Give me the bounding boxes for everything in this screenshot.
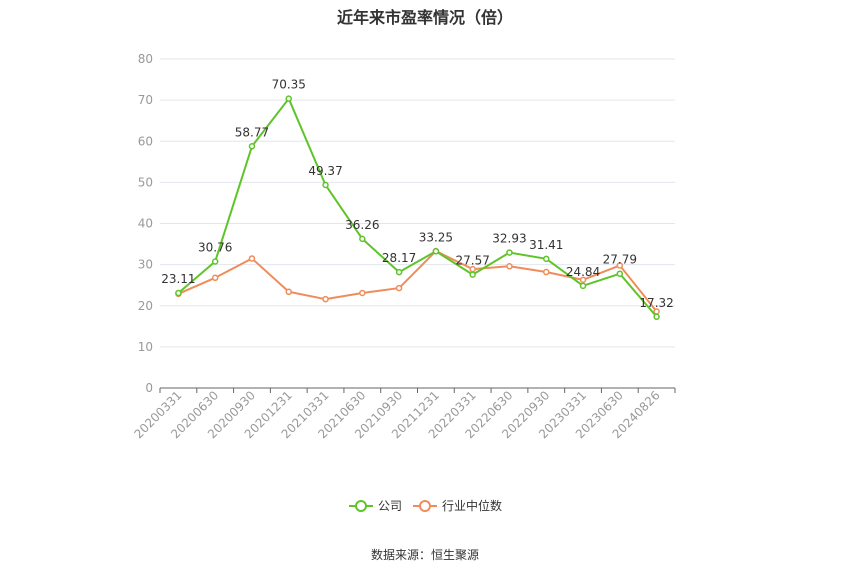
data-label: 31.41	[529, 238, 563, 252]
data-label: 24.84	[566, 265, 600, 279]
data-point	[395, 268, 403, 276]
data-point	[543, 255, 550, 263]
data-point	[579, 282, 587, 290]
chart-title: 近年来市盈率情况（倍）	[336, 8, 513, 27]
data-point	[432, 248, 440, 255]
y-tick-label: 80	[138, 52, 153, 66]
legend-marker	[355, 500, 367, 512]
data-point	[175, 289, 182, 297]
data-point	[248, 255, 256, 262]
data-point	[322, 295, 329, 303]
data-label: 32.93	[492, 232, 526, 246]
y-axis: 0 10 20 30 40 50 60 70 80	[138, 52, 153, 395]
y-tick-label: 70	[138, 93, 153, 107]
data-label: 36.26	[345, 218, 379, 232]
series-line-1	[177, 250, 658, 313]
data-point	[616, 262, 624, 269]
data-label: 49.37	[308, 164, 342, 178]
y-tick-label: 40	[138, 217, 153, 231]
data-label: 27.79	[603, 253, 637, 267]
y-tick-label: 30	[138, 258, 153, 272]
legend[interactable]: 公司 行业中位数	[349, 498, 502, 513]
data-point	[211, 274, 219, 282]
series-line-0	[177, 97, 658, 318]
data-point	[506, 263, 513, 270]
data-point	[395, 284, 403, 292]
data-source: 数据来源：恒生聚源	[370, 548, 479, 562]
data-point	[579, 276, 587, 284]
x-axis: 2020033120200630202009302020123120210331…	[131, 387, 676, 441]
data-point	[506, 249, 513, 256]
data-point	[543, 268, 550, 276]
data-point	[359, 235, 366, 243]
data-label: 23.11	[161, 272, 195, 286]
data-point	[616, 270, 624, 277]
y-tick-label: 60	[138, 134, 153, 148]
y-tick-label: 0	[145, 381, 153, 395]
data-point	[359, 289, 366, 297]
legend-marker	[419, 500, 431, 512]
data-label: 58.77	[235, 125, 269, 139]
y-tick-label: 10	[138, 340, 153, 354]
data-point	[285, 95, 292, 102]
legend-item-1[interactable]: 行业中位数	[413, 498, 502, 513]
series-lines	[175, 95, 660, 321]
y-tick-label: 50	[138, 175, 153, 189]
legend-label: 行业中位数	[442, 498, 502, 513]
data-point	[211, 258, 219, 265]
data-label: 28.17	[382, 251, 416, 265]
grid-lines	[160, 58, 675, 348]
data-point	[469, 271, 476, 278]
data-point	[285, 288, 292, 296]
data-label: 27.57	[455, 254, 489, 268]
data-labels: 23.11 30.76 58.77 70.35 49.37 36.26 28.1733.25…	[161, 78, 674, 310]
data-label: 17.32	[639, 296, 673, 310]
data-label: 30.76	[198, 240, 232, 254]
y-tick-label: 20	[138, 299, 153, 313]
legend-label: 公司	[378, 499, 402, 513]
data-point	[248, 143, 256, 150]
legend-item-0[interactable]: 公司	[349, 499, 402, 513]
data-point	[653, 313, 660, 321]
data-point	[322, 181, 329, 189]
data-label: 70.35	[272, 78, 306, 92]
data-label: 33.25	[419, 230, 453, 244]
